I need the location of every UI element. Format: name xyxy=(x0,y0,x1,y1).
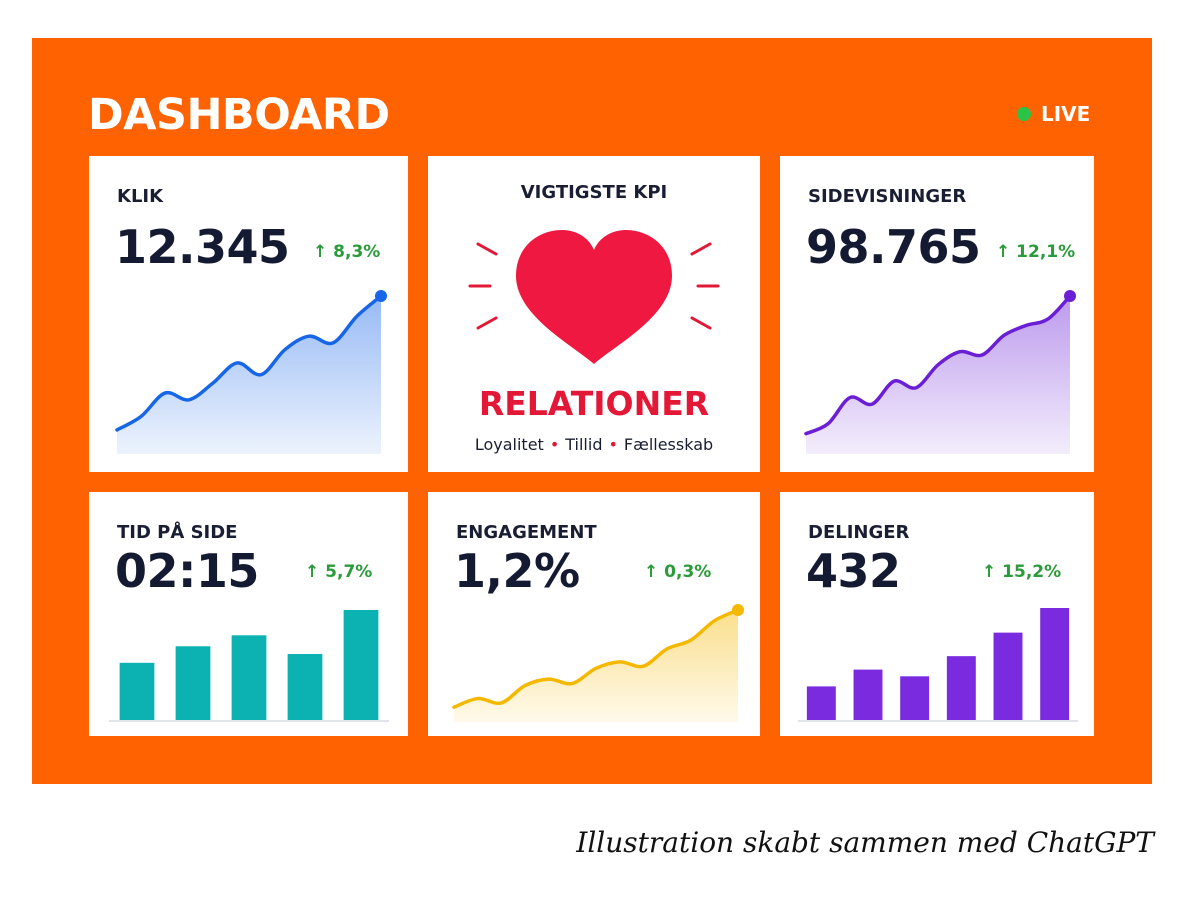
card-tid[interactable]: TID PÅ SIDE 02:15 ↑ 5,7% xyxy=(89,492,408,736)
dashboard-title: DASHBOARD xyxy=(88,90,390,140)
kpi-tag: Fællesskab xyxy=(623,435,714,454)
tag-separator: • xyxy=(608,435,618,454)
card-delinger[interactable]: DELINGER 432 ↑ 15,2% xyxy=(780,492,1094,736)
card-klik[interactable]: KLIK 12.345 ↑ 8,3% xyxy=(89,156,408,472)
chart-area xyxy=(117,296,381,454)
card-title: KLIK xyxy=(117,186,164,207)
chart-bar xyxy=(806,686,836,720)
kpi-tag: Loyalitet xyxy=(474,435,544,454)
chart-line xyxy=(452,608,740,709)
chart-area xyxy=(454,610,738,722)
chart-area xyxy=(806,296,1070,454)
chart-bar xyxy=(993,632,1023,720)
heart-icon xyxy=(468,230,720,364)
chart-bar xyxy=(343,610,379,720)
chart-line xyxy=(804,294,1072,436)
dashboard-board: DASHBOARD LIVE KLIK 12.345 ↑ 8,3% VIGTIG… xyxy=(32,38,1152,784)
live-indicator: LIVE xyxy=(1017,102,1090,126)
image-caption: Illustration skabt sammen med ChatGPT xyxy=(576,826,1154,859)
kpi-name: RELATIONER xyxy=(478,384,710,423)
change-badge: ↑ 8,3% xyxy=(313,242,381,262)
sidevisninger-chart xyxy=(804,290,1076,454)
chart-bar xyxy=(1040,608,1070,720)
change-badge: ↑ 5,7% xyxy=(305,562,373,582)
live-dot-icon xyxy=(1017,107,1031,121)
card-value: 12.345 xyxy=(115,220,290,274)
chart-bar xyxy=(231,635,267,720)
card-title: ENGAGEMENT xyxy=(456,522,597,543)
chart-bar xyxy=(287,654,323,720)
card-title: TID PÅ SIDE xyxy=(117,522,238,543)
change-badge: ↑ 12,1% xyxy=(996,242,1076,262)
chart-bar xyxy=(175,646,211,720)
chart-endpoint xyxy=(1064,290,1076,302)
tid-chart xyxy=(109,610,389,722)
card-value: 98.765 xyxy=(806,220,981,274)
card-value: 432 xyxy=(806,544,901,598)
card-kpi[interactable]: VIGTIGSTE KPI RELATIONER Loyalitet • Tilli… xyxy=(428,156,760,472)
card-value: 1,2% xyxy=(454,544,580,598)
chart-endpoint xyxy=(732,604,744,616)
live-label: LIVE xyxy=(1041,102,1091,126)
kpi-tag: Tillid xyxy=(565,435,603,454)
engagement-chart xyxy=(452,604,744,722)
chart-bar xyxy=(119,662,155,720)
card-title: DELINGER xyxy=(808,522,910,543)
chart-bar xyxy=(900,676,930,720)
chart-line xyxy=(115,294,383,432)
delinger-chart xyxy=(798,608,1078,722)
change-badge: ↑ 0,3% xyxy=(644,562,712,582)
kpi-tags: Loyalitet • Tillid • Fællesskab xyxy=(428,435,760,454)
change-badge: ↑ 15,2% xyxy=(982,562,1062,582)
card-sidevisninger[interactable]: SIDEVISNINGER 98.765 ↑ 12,1% xyxy=(780,156,1094,472)
chart-bar xyxy=(946,656,976,720)
kpi-title: VIGTIGSTE KPI xyxy=(520,182,668,203)
chart-bar xyxy=(853,669,883,720)
card-title: SIDEVISNINGER xyxy=(808,186,967,207)
klik-chart xyxy=(115,290,387,454)
card-engagement[interactable]: ENGAGEMENT 1,2% ↑ 0,3% xyxy=(428,492,760,736)
chart-endpoint xyxy=(375,290,387,302)
card-value: 02:15 xyxy=(115,544,259,598)
tag-separator: • xyxy=(549,435,560,454)
